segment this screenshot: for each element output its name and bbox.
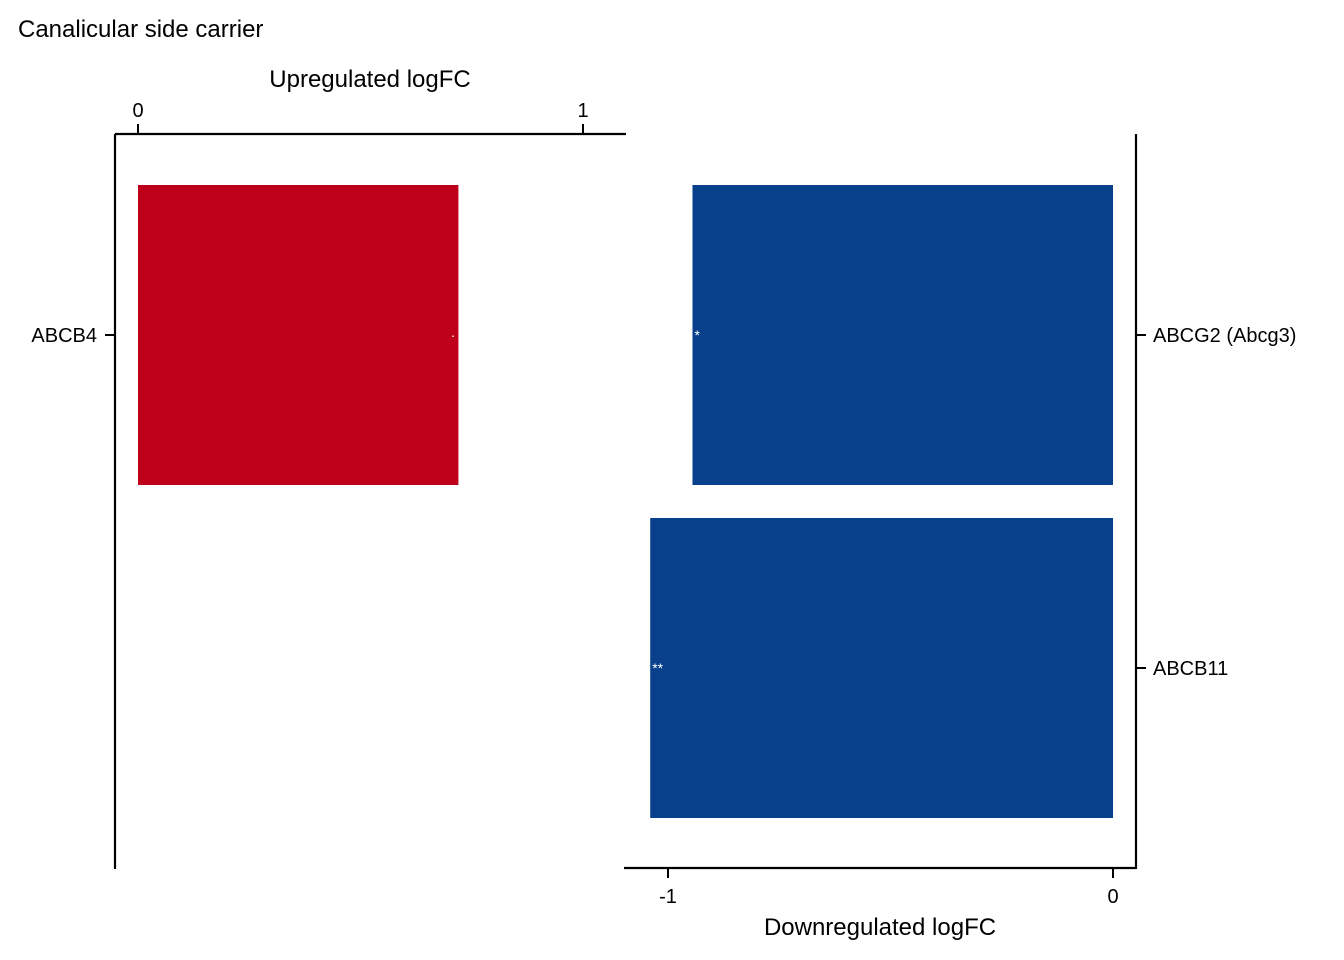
downregulated-x-axis-title: Downregulated logFC: [764, 914, 996, 941]
downregulated-bars: ***: [650, 185, 1113, 818]
downregulated-bar: [650, 518, 1113, 818]
downregulated-y-tick-label: ABCB11: [1153, 658, 1228, 680]
upregulated-bars: ·: [138, 185, 459, 485]
upregulated-y-tick-label: ABCB4: [31, 325, 97, 347]
downregulated-panel: Downregulated logFC -1 0 *** ABCG2 (Abcg3…: [624, 134, 1296, 941]
downregulated-significance-label: **: [652, 660, 663, 676]
upregulated-x-tick-label: 1: [577, 100, 588, 122]
downregulated-x-ticks: -1 0: [659, 868, 1119, 908]
upregulated-y-ticks: ABCB4: [31, 325, 115, 347]
chart-title: Canalicular side carrier: [18, 16, 263, 43]
upregulated-x-tick-label: 0: [132, 100, 143, 122]
upregulated-bar: [138, 185, 459, 485]
downregulated-x-tick-label: -1: [659, 886, 677, 908]
downregulated-x-tick-label: 0: [1107, 886, 1118, 908]
downregulated-y-ticks: ABCG2 (Abcg3) ABCB11: [1136, 325, 1296, 680]
downregulated-bar: [692, 185, 1113, 485]
upregulated-x-axis-title: Upregulated logFC: [269, 66, 470, 93]
downregulated-y-tick-label: ABCG2 (Abcg3): [1153, 325, 1296, 347]
downregulated-significance-label: *: [694, 327, 700, 343]
upregulated-significance-label: ·: [451, 327, 456, 343]
